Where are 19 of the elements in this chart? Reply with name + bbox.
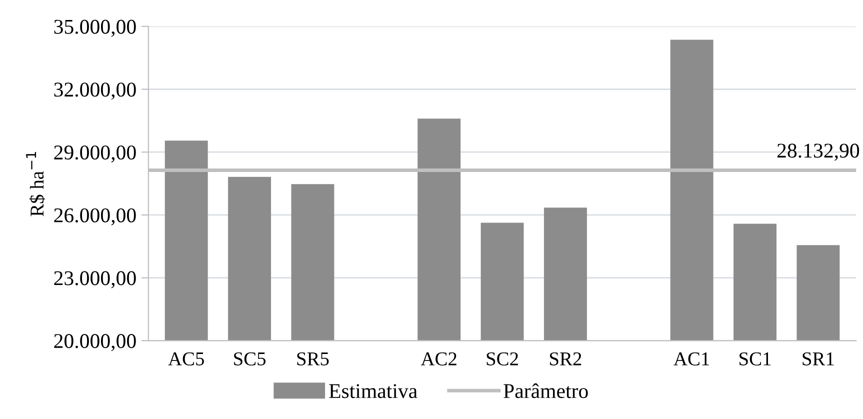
annotation: 28.132,90: [777, 144, 860, 161]
x-tick-label: SC2: [486, 352, 518, 366]
x-tick-label: AC1: [674, 352, 710, 366]
x-tick-label: SR2: [550, 352, 582, 366]
y-tick-label: 20.000,00: [54, 334, 136, 352]
x-tick-label: AC2: [420, 352, 456, 366]
y-tick-label: 26.000,00: [54, 208, 136, 226]
x-tick-label: AC5: [168, 352, 204, 366]
y-axis-title: R$ ha$^{−1}$: [26, 152, 45, 216]
x-tick-label: SC5: [234, 352, 266, 366]
x-tick-label: SC1: [740, 352, 771, 366]
x-tick-label: SR5: [297, 352, 329, 366]
y-tick-label: 32.000,00: [54, 82, 136, 100]
legend-label: Parâmetro: [504, 383, 588, 398]
x-tick-label: SR1: [802, 352, 834, 366]
y-tick-label: 23.000,00: [54, 271, 136, 288]
legend-label: Estimativa: [329, 384, 418, 398]
y-tick-label: 35.000,00: [54, 20, 136, 37]
y-tick-label: 29.000,00: [54, 145, 136, 163]
